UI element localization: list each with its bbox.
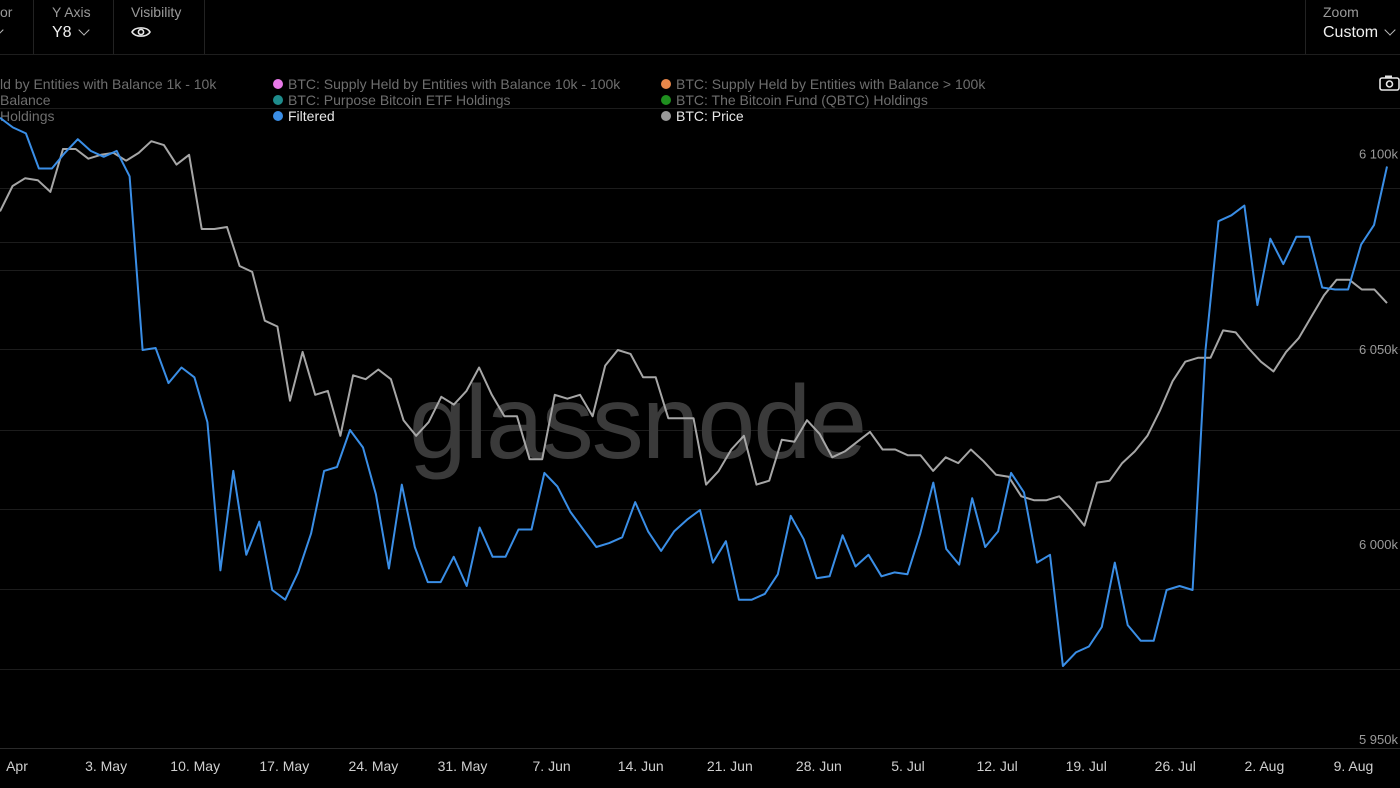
- chevron-down-icon: [1384, 24, 1396, 36]
- zoom-dropdown[interactable]: Zoom Custom: [1305, 0, 1400, 54]
- legend-item[interactable]: Balance: [0, 92, 51, 108]
- color-dropdown-chevron-icon: [0, 24, 4, 42]
- legend-item[interactable]: BTC: Supply Held by Entities with Balanc…: [661, 76, 985, 92]
- legend-item-label: BTC: Purpose Bitcoin ETF Holdings: [288, 92, 511, 108]
- legend-item-filtered[interactable]: Filtered: [273, 108, 335, 124]
- x-tick-label: 24. May: [348, 758, 398, 774]
- x-tick-label: Apr: [6, 758, 28, 774]
- series-line-filtered: [0, 116, 1388, 667]
- watermark: glassnode: [409, 365, 865, 481]
- legend-dot-icon: [273, 79, 283, 89]
- legend-dot-icon: [661, 79, 671, 89]
- x-tick-label: 21. Jun: [707, 758, 753, 774]
- x-tick-label: 26. Jul: [1155, 758, 1196, 774]
- x-tick-label: 19. Jul: [1066, 758, 1107, 774]
- x-tick-label: 28. Jun: [796, 758, 842, 774]
- legend-item[interactable]: BTC: Purpose Bitcoin ETF Holdings: [273, 92, 511, 108]
- chart-grid: [0, 108, 1400, 749]
- series-lines: [0, 116, 1388, 667]
- x-tick-label: 31. May: [438, 758, 488, 774]
- legend-dot-icon: [661, 95, 671, 105]
- yaxis-dropdown[interactable]: Y Axis Y8: [33, 0, 114, 54]
- x-tick-label: 9. Aug: [1334, 758, 1374, 774]
- legend-dot-icon: [273, 111, 283, 121]
- legend-item[interactable]: Holdings: [0, 108, 54, 124]
- color-dropdown-label: or: [0, 4, 13, 20]
- legend-item[interactable]: ld by Entities with Balance 1k - 10k: [0, 76, 216, 92]
- x-tick-label: 12. Jul: [976, 758, 1017, 774]
- eye-icon: [131, 27, 151, 37]
- series-line-btc-price: [0, 140, 1388, 527]
- legend-item[interactable]: BTC: The Bitcoin Fund (QBTC) Holdings: [661, 92, 928, 108]
- y-tick-label: 6 000k: [1359, 537, 1399, 552]
- y-tick-label: 5 950k: [1359, 732, 1399, 747]
- legend-item-label: BTC: Price: [676, 108, 744, 124]
- yaxis-value: Y8: [52, 24, 72, 41]
- yaxis-label: Y Axis: [52, 4, 91, 20]
- legend-item-label: Filtered: [288, 108, 335, 124]
- x-tick-label: 10. May: [170, 758, 220, 774]
- legend-item[interactable]: BTC: Supply Held by Entities with Balanc…: [273, 76, 620, 92]
- legend-item-label: BTC: The Bitcoin Fund (QBTC) Holdings: [676, 92, 928, 108]
- camera-icon[interactable]: [1378, 74, 1400, 92]
- chart-area: glassnode 6 100k 6 050k 6 000k 5 950k Apr 3.…: [0, 108, 1400, 774]
- legend-item-label: Balance: [0, 92, 51, 108]
- color-dropdown[interactable]: or: [0, 0, 34, 54]
- visibility-toggle[interactable]: Visibility: [113, 0, 205, 54]
- legend-item-label: ld by Entities with Balance 1k - 10k: [0, 76, 217, 92]
- legend-item-btc-price[interactable]: BTC: Price: [661, 108, 744, 124]
- legend-dot-icon: [273, 95, 283, 105]
- chevron-down-icon: [77, 24, 90, 36]
- y-tick-label: 6 050k: [1359, 342, 1399, 357]
- x-tick-label: 7. Jun: [533, 758, 571, 774]
- x-tick-label: 2. Aug: [1245, 758, 1285, 774]
- legend-dot-icon: [661, 111, 671, 121]
- chart-toolbar: or Y Axis Y8 Visibility Zoom Custom: [0, 0, 1400, 55]
- chart-legend: ld by Entities with Balance 1k - 10k BTC…: [0, 76, 1400, 128]
- x-axis: Apr 3. May 10. May 17. May 24. May 31. May 7. …: [6, 758, 1373, 774]
- y-axis: 6 100k 6 050k 6 000k 5 950k: [1359, 147, 1399, 747]
- x-tick-label: 14. Jun: [618, 758, 664, 774]
- legend-item-label: BTC: Supply Held by Entities with Balanc…: [288, 76, 621, 92]
- legend-item-label: Holdings: [0, 108, 55, 124]
- legend-item-label: BTC: Supply Held by Entities with Balanc…: [676, 76, 986, 92]
- y-tick-label: 6 100k: [1359, 147, 1399, 162]
- visibility-label: Visibility: [131, 4, 182, 20]
- x-tick-label: 5. Jul: [891, 758, 924, 774]
- zoom-label: Zoom: [1323, 4, 1359, 20]
- x-tick-label: 3. May: [85, 758, 127, 774]
- x-tick-label: 17. May: [259, 758, 309, 774]
- zoom-value: Custom: [1323, 24, 1379, 41]
